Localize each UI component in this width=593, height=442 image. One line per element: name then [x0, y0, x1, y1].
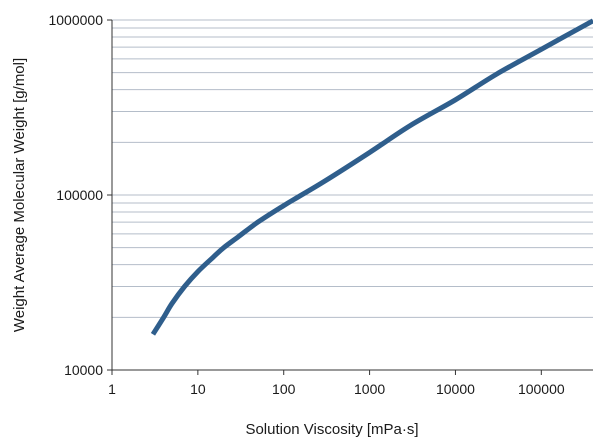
tick-labels: 1 10 100 1000 10000 100000 10000 100000 1000000 — [48, 12, 564, 397]
y-axis-title: Weight Average Molecular Weight [g/mol] — [11, 58, 28, 332]
grid — [112, 19, 593, 318]
x-tick-label: 10000 — [436, 381, 475, 397]
x-tick-label: 1000 — [354, 381, 385, 397]
x-tick-label: 10 — [190, 381, 206, 397]
y-tick-label: 10000 — [64, 362, 103, 378]
y-tick-label: 1000000 — [48, 12, 103, 28]
y-tick-label: 100000 — [56, 187, 103, 203]
x-axis-title: Solution Viscosity [mPa·s] — [245, 421, 418, 438]
x-tick-label: 100000 — [518, 381, 565, 397]
series-layer — [150, 18, 593, 336]
x-tick-label: 1 — [108, 381, 116, 397]
x-tick-label: 100 — [272, 381, 296, 397]
series-line — [150, 18, 593, 336]
